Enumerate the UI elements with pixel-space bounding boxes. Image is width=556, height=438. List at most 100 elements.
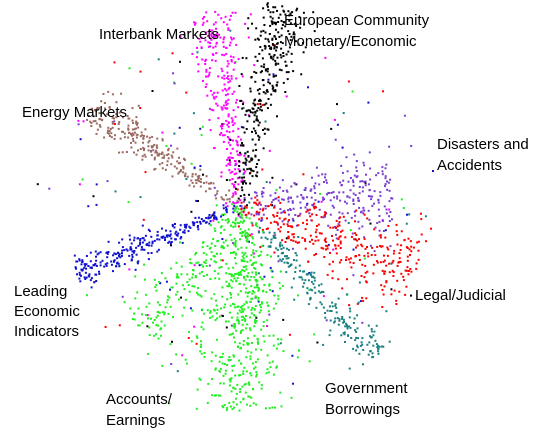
data-point-disasters-and-accidents <box>313 187 316 190</box>
data-point-disasters-and-accidents <box>293 182 296 184</box>
data-point-accounts-earnings <box>253 334 256 337</box>
data-point-interbank-markets <box>223 54 226 57</box>
data-point-disasters-and-accidents <box>273 204 276 207</box>
data-point-interbank-markets <box>233 186 236 189</box>
data-point-energy-markets <box>208 187 211 190</box>
data-point-government-borrowings <box>287 265 290 268</box>
data-point-government-borrowings <box>357 301 360 304</box>
noise-point <box>221 315 224 317</box>
data-point-leading-economic-indicators <box>174 238 177 241</box>
data-point-leading-economic-indicators <box>148 241 151 244</box>
noise-point <box>170 363 173 365</box>
data-point-legal-judicial <box>341 287 344 290</box>
data-point-accounts-earnings <box>141 313 143 316</box>
data-point-energy-markets <box>228 200 231 203</box>
data-point-interbank-markets <box>206 20 209 23</box>
data-point-accounts-earnings <box>234 273 237 275</box>
data-point-european-community-monetary-economic <box>268 45 271 47</box>
data-point-leading-economic-indicators <box>209 216 212 219</box>
data-point-legal-judicial <box>287 236 289 239</box>
data-point-accounts-earnings <box>253 308 256 311</box>
data-point-accounts-earnings <box>191 276 194 279</box>
data-point-government-borrowings <box>312 275 315 278</box>
data-point-interbank-markets <box>213 91 216 94</box>
data-point-accounts-earnings <box>254 224 257 227</box>
data-point-leading-economic-indicators <box>168 240 171 243</box>
data-point-legal-judicial <box>256 199 259 202</box>
data-point-leading-economic-indicators <box>136 262 139 265</box>
data-point-accounts-earnings <box>240 273 243 276</box>
data-point-accounts-earnings <box>263 340 266 343</box>
data-point-energy-markets <box>111 116 114 119</box>
data-point-leading-economic-indicators <box>207 217 210 220</box>
data-point-accounts-earnings <box>230 333 233 336</box>
data-point-interbank-markets <box>222 104 225 107</box>
data-point-disasters-and-accidents <box>297 215 299 218</box>
data-point-government-borrowings <box>269 245 272 248</box>
data-point-government-borrowings <box>342 332 345 335</box>
data-point-european-community-monetary-economic <box>273 22 276 24</box>
data-point-disasters-and-accidents <box>291 200 294 203</box>
data-point-accounts-earnings <box>191 285 194 288</box>
data-point-accounts-earnings <box>199 378 202 381</box>
data-point-energy-markets <box>110 132 113 135</box>
data-point-legal-judicial <box>348 304 351 307</box>
data-point-accounts-earnings <box>177 298 180 301</box>
noise-point <box>212 219 215 222</box>
data-point-accounts-earnings <box>247 337 249 340</box>
data-point-disasters-and-accidents <box>357 220 360 223</box>
data-point-disasters-and-accidents <box>363 180 366 183</box>
data-point-european-community-monetary-economic <box>290 52 293 55</box>
noise-point <box>128 268 131 271</box>
data-point-accounts-earnings <box>231 365 234 368</box>
data-point-accounts-earnings <box>198 272 201 275</box>
data-point-energy-markets <box>107 90 110 93</box>
data-point-interbank-markets <box>224 107 227 110</box>
noise-point <box>279 201 282 204</box>
data-point-interbank-markets <box>240 180 243 183</box>
data-point-energy-markets <box>158 163 161 166</box>
data-point-accounts-earnings <box>262 320 265 323</box>
data-point-interbank-markets <box>227 98 230 101</box>
data-point-european-community-monetary-economic <box>258 136 261 139</box>
data-point-interbank-markets <box>225 119 228 122</box>
data-point-legal-judicial <box>388 271 391 274</box>
noise-point <box>432 170 434 172</box>
noise-point <box>208 107 211 110</box>
data-point-accounts-earnings <box>253 291 256 294</box>
data-point-legal-judicial <box>410 270 413 273</box>
data-point-government-borrowings <box>356 327 359 330</box>
data-point-government-borrowings <box>375 324 378 327</box>
noise-point <box>342 112 345 114</box>
data-point-accounts-earnings <box>242 315 244 318</box>
data-point-government-borrowings <box>336 317 339 320</box>
data-point-leading-economic-indicators <box>156 238 159 241</box>
data-point-accounts-earnings <box>249 404 252 407</box>
data-point-legal-judicial <box>406 259 409 262</box>
data-point-european-community-monetary-economic <box>296 7 299 10</box>
data-point-accounts-earnings <box>216 240 219 243</box>
data-point-legal-judicial <box>307 260 310 263</box>
data-point-government-borrowings <box>377 350 380 353</box>
data-point-energy-markets <box>176 160 179 163</box>
data-point-energy-markets <box>161 167 164 170</box>
data-point-european-community-monetary-economic <box>239 99 242 102</box>
data-point-government-borrowings <box>294 266 297 269</box>
data-point-government-borrowings <box>310 274 312 277</box>
data-point-legal-judicial <box>276 222 279 225</box>
data-point-disasters-and-accidents <box>287 197 290 200</box>
data-point-leading-economic-indicators <box>232 211 235 214</box>
data-point-interbank-markets <box>226 71 229 74</box>
data-point-accounts-earnings <box>247 306 250 309</box>
data-point-european-community-monetary-economic <box>254 143 257 146</box>
data-point-government-borrowings <box>369 350 372 352</box>
noise-point <box>268 313 271 316</box>
data-point-interbank-markets <box>216 32 219 35</box>
data-point-european-community-monetary-economic <box>253 120 256 123</box>
data-point-leading-economic-indicators <box>183 223 186 226</box>
data-point-government-borrowings <box>324 312 326 314</box>
data-point-disasters-and-accidents <box>322 216 325 219</box>
data-point-accounts-earnings <box>228 356 231 358</box>
data-point-legal-judicial <box>304 228 307 231</box>
data-point-government-borrowings <box>284 255 286 258</box>
